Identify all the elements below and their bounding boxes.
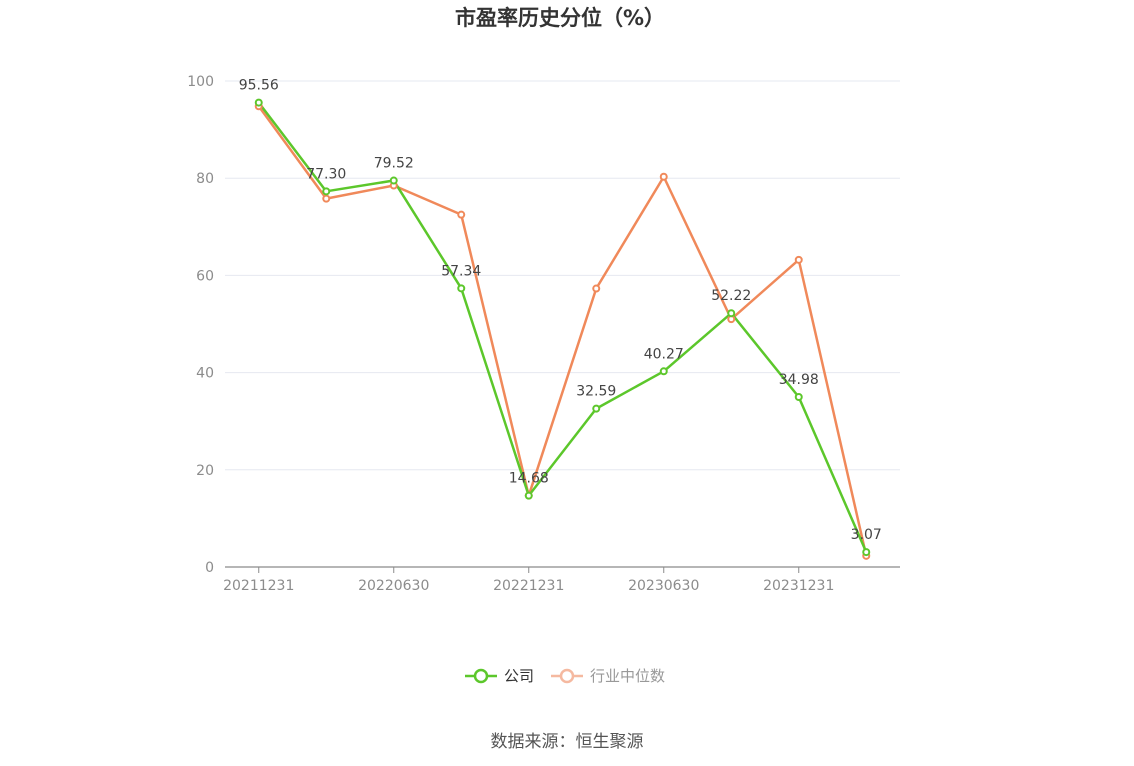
y-tick-label: 80 — [196, 171, 214, 187]
y-axis-ticks: 0 20 40 60 80 100 — [187, 74, 214, 576]
data-label: 32.59 — [576, 384, 616, 400]
data-label: 52.22 — [711, 288, 751, 304]
data-label: 34.98 — [779, 372, 819, 388]
legend-industry-marker — [559, 668, 575, 684]
data-point-0 — [524, 491, 533, 500]
data-point-0 — [457, 284, 466, 293]
y-tick-label: 0 — [205, 560, 214, 576]
data-labels: 95.56 77.30 79.52 57.34 14.68 32.59 40.27 52.22… — [239, 78, 882, 544]
data-point-0 — [659, 367, 668, 376]
x-tick-label: 20211231 — [223, 578, 294, 594]
data-source: 数据来源：恒生聚源 — [491, 732, 644, 752]
series-line-1 — [257, 105, 868, 557]
y-tick-label: 100 — [187, 74, 214, 90]
data-label: 77.30 — [306, 166, 346, 182]
data-label: 95.56 — [239, 78, 279, 94]
series-lines — [257, 101, 868, 557]
data-point-1 — [457, 210, 466, 219]
data-label: 79.52 — [374, 156, 414, 172]
data-point-1 — [322, 194, 331, 203]
data-point-0 — [592, 404, 601, 413]
legend-item-industry-median[interactable]: 行业中位数 — [551, 667, 665, 685]
x-axis: 20211231 20220630 20221231 20230630 20231231 — [223, 566, 900, 594]
series-line-0 — [257, 101, 868, 553]
x-tick-label: 20220630 — [358, 578, 429, 594]
data-point-1 — [592, 284, 601, 293]
x-tick-label: 20221231 — [493, 578, 564, 594]
data-label: 40.27 — [644, 346, 684, 362]
data-point-0 — [862, 548, 871, 557]
chart-title: 市盈率历史分位（%） — [455, 6, 665, 30]
data-point-0 — [794, 392, 803, 401]
y-tick-label: 40 — [196, 366, 214, 382]
grid-lines — [225, 80, 900, 471]
legend-item-company[interactable]: 公司 — [465, 667, 534, 685]
x-tick-label: 20230630 — [628, 578, 699, 594]
legend-company-marker — [473, 668, 489, 684]
y-tick-label: 60 — [196, 268, 214, 284]
y-tick-label: 20 — [196, 463, 214, 479]
data-label: 14.68 — [509, 471, 549, 487]
data-point-0 — [254, 98, 263, 107]
data-point-0 — [727, 309, 736, 318]
data-point-1 — [659, 172, 668, 181]
series-points — [254, 98, 871, 560]
legend-company-label: 公司 — [504, 667, 534, 685]
data-label: 57.34 — [441, 263, 481, 279]
data-point-0 — [389, 176, 398, 185]
legend: 公司 行业中位数 — [465, 667, 665, 685]
legend-industry-label: 行业中位数 — [590, 667, 665, 685]
data-label: 3.07 — [851, 527, 882, 543]
data-point-0 — [322, 187, 331, 196]
x-tick-label: 20231231 — [763, 578, 834, 594]
data-point-1 — [794, 255, 803, 264]
